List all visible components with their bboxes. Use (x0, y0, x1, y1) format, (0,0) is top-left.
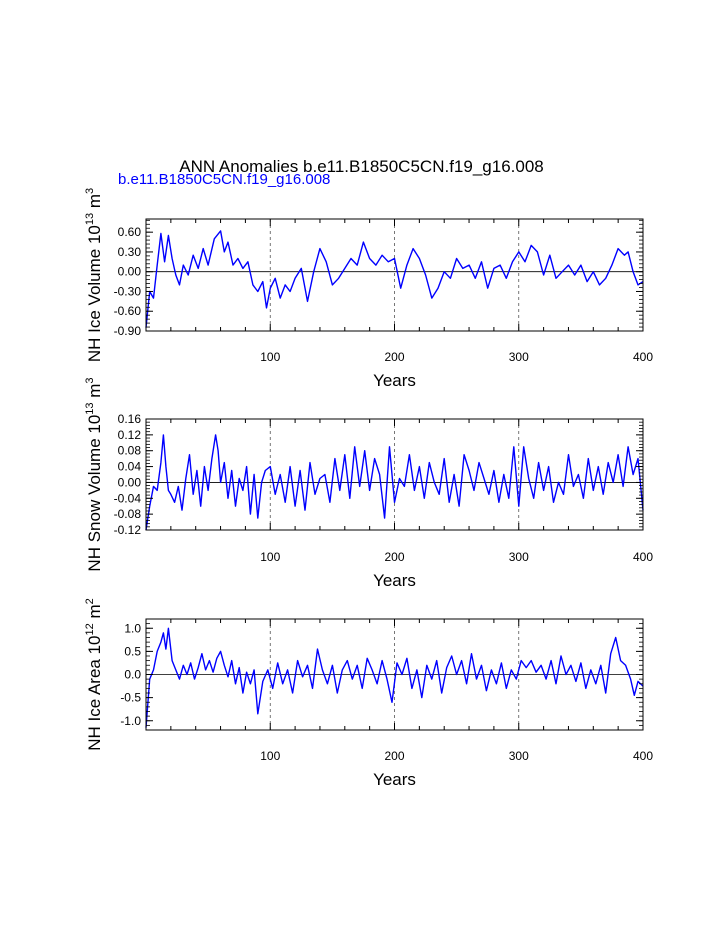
series-line (145, 434, 644, 531)
x-axis-title: Years (373, 571, 416, 590)
y-tick-label: 0.5 (124, 644, 141, 658)
y-tick-label: -0.08 (114, 507, 142, 521)
y-tick-label: -0.30 (114, 284, 142, 298)
x-tick-label: 400 (633, 550, 653, 564)
y-tick-label: -0.90 (114, 324, 142, 338)
y-tick-label: 0.16 (118, 412, 142, 426)
x-tick-label: 200 (384, 749, 404, 763)
figure-title: ANN Anomalies b.e11.B1850C5CN.f19_g16.00… (179, 157, 544, 176)
y-axis-title-part: NH Snow Volume 10 (85, 415, 104, 572)
y-axis-title-part: NH Ice Volume 10 (85, 225, 104, 362)
y-tick-label: -0.60 (114, 304, 142, 318)
y-tick-label: 0.12 (118, 428, 142, 442)
y-tick-label: -0.5 (120, 691, 141, 705)
chart-panel-3: 100 200 300 400 -1.0 -0.5 0.0 0.5 1.0 Years NH Ice… (84, 598, 653, 789)
y-axis-title: NH Ice Volume 1013 m3 (84, 188, 104, 362)
y-tick-label: 0.0 (124, 668, 141, 682)
x-axis-title: Years (373, 770, 416, 789)
y-tick-label: 0.08 (118, 444, 142, 458)
x-tick-label: 200 (384, 350, 404, 364)
x-tick-label: 300 (509, 550, 529, 564)
x-tick-label: 100 (260, 550, 280, 564)
x-tick-label: 400 (633, 350, 653, 364)
y-tick-label: 0.60 (118, 225, 142, 239)
y-tick-label: -0.04 (114, 491, 142, 505)
y-tick-label: 0.04 (118, 460, 142, 474)
x-tick-label: 200 (384, 550, 404, 564)
x-tick-label: 400 (633, 749, 653, 763)
y-axis-title-part: m (85, 194, 104, 213)
y-axis-title-part: m (85, 384, 104, 403)
y-tick-label: 1.0 (124, 621, 141, 635)
y-axis-title: NH Snow Volume 1013 m3 (84, 377, 104, 571)
x-tick-label: 100 (260, 749, 280, 763)
y-tick-label: 0.00 (118, 475, 142, 489)
case-subtitle: b.e11.B1850C5CN.f19_g16.008 (118, 171, 331, 188)
y-tick-label: -1.0 (120, 714, 141, 728)
series-line (145, 627, 644, 728)
x-tick-label: 300 (509, 350, 529, 364)
series-line (145, 230, 644, 328)
y-axis-title-part: 13 (84, 402, 96, 414)
y-tick-label: 0.00 (118, 265, 142, 279)
y-axis-title-part: 3 (84, 377, 96, 383)
y-axis-title-part: 13 (84, 213, 96, 225)
x-axis-title: Years (373, 371, 416, 390)
x-tick-label: 300 (509, 749, 529, 763)
y-axis-title-part: m (85, 604, 104, 623)
y-tick-label: 0.30 (118, 245, 142, 259)
chart-panel-1: 100 200 300 400 -0.90 -0.60 -0.30 0.00 0.30 0.60 Y… (84, 188, 653, 390)
x-tick-label: 100 (260, 350, 280, 364)
y-axis-title-part: 2 (84, 598, 96, 604)
y-axis-title-part: 3 (84, 188, 96, 194)
y-tick-label: -0.12 (114, 523, 142, 537)
y-axis-title: NH Ice Area 1012 m2 (84, 598, 104, 751)
chart-panel-2: 100 200 300 400 -0.12 -0.08 -0.04 0.000.04 0.08 0… (84, 377, 653, 590)
y-axis-title-part: NH Ice Area 10 (85, 635, 104, 750)
y-axis-title-part: 12 (84, 623, 96, 635)
